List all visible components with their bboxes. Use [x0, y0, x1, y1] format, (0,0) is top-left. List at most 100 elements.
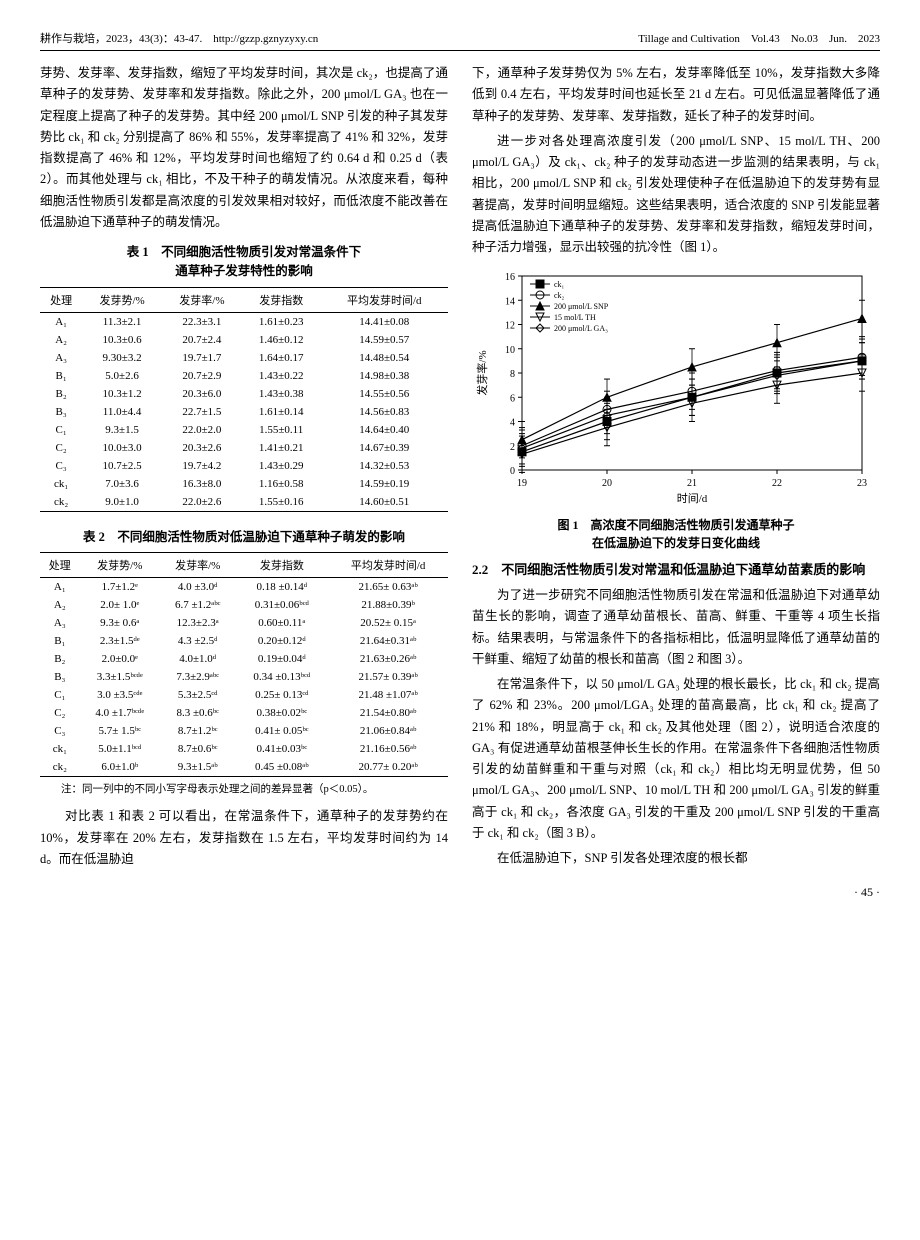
svg-text:12: 12	[505, 321, 515, 332]
table-header-cell: 处理	[40, 287, 82, 312]
table-row: C₃5.7± 1.5ᵇᶜ8.7±1.2ᵇᶜ0.41± 0.05ᵇᶜ21.06±0…	[40, 722, 448, 740]
svg-text:4: 4	[510, 418, 515, 429]
table-row: B₃3.3±1.5ᵇᶜᵈᵉ7.3±2.9ᵃᵇᶜ0.34 ±0.13ᵇᶜᵈ21.5…	[40, 668, 448, 686]
table-cell: A₂	[40, 331, 82, 349]
table-cell: 14.67±0.39	[321, 439, 448, 457]
table-cell: A₃	[40, 614, 80, 632]
table-cell: 4.0±1.0ᵈ	[160, 650, 235, 668]
table-cell: 1.61±0.23	[242, 312, 321, 331]
svg-text:ck₂: ck₂	[554, 291, 565, 300]
table-cell: B₃	[40, 403, 82, 421]
table-cell: A₁	[40, 578, 80, 597]
table-cell: 20.77± 0.20ᵃᵇ	[328, 758, 448, 777]
table-cell: 12.3±2.3ᵃ	[160, 614, 235, 632]
table-row: B₂10.3±1.220.3±6.01.43±0.3814.55±0.56	[40, 385, 448, 403]
table-cell: 20.52± 0.15ᵃ	[328, 614, 448, 632]
table-cell: 10.3±0.6	[82, 331, 162, 349]
table-cell: 21.48 ±1.07ᵃᵇ	[328, 686, 448, 704]
table-cell: 9.3± 0.6ᵃ	[80, 614, 160, 632]
table-cell: 22.7±1.5	[162, 403, 242, 421]
table-cell: 1.43±0.38	[242, 385, 321, 403]
table-header-cell: 发芽势/%	[80, 553, 160, 578]
table-cell: 14.55±0.56	[321, 385, 448, 403]
table-cell: 7.3±2.9ᵃᵇᶜ	[160, 668, 235, 686]
table-cell: C₂	[40, 439, 82, 457]
table-cell: 10.0±3.0	[82, 439, 162, 457]
right-column: 下，通草种子发芽势仅为 5% 左右，发芽率降低至 10%，发芽指数大多降低到 0…	[472, 63, 880, 900]
svg-text:时间/d: 时间/d	[677, 492, 708, 505]
table-cell: 1.55±0.16	[242, 493, 321, 512]
table-cell: 0.31±0.06ᵇᶜᵈ	[235, 596, 328, 614]
table-cell: 20.7±2.9	[162, 367, 242, 385]
table-cell: 0.38±0.02ᵇᶜ	[235, 704, 328, 722]
table-cell: 5.3±2.5ᶜᵈ	[160, 686, 235, 704]
table-cell: 8.7±1.2ᵇᶜ	[160, 722, 235, 740]
table-cell: 0.60±0.11ᵃ	[235, 614, 328, 632]
svg-text:6: 6	[510, 394, 515, 405]
table-cell: 10.3±1.2	[82, 385, 162, 403]
table-row: C₁9.3±1.522.0±2.01.55±0.1114.64±0.40	[40, 421, 448, 439]
table-row: B₁5.0±2.620.7±2.91.43±0.2214.98±0.38	[40, 367, 448, 385]
table-cell: 8.3 ±0.6ᵇᶜ	[160, 704, 235, 722]
table-cell: 4.3 ±2.5ᵈ	[160, 632, 235, 650]
table-cell: 0.45 ±0.08ᵃᵇ	[235, 758, 328, 777]
table-cell: 8.7±0.6ᵇᶜ	[160, 740, 235, 758]
table1: 处理发芽势/%发芽率/%发芽指数平均发芽时间/d A₁11.3±2.122.3±…	[40, 287, 448, 512]
table-cell: 3.3±1.5ᵇᶜᵈᵉ	[80, 668, 160, 686]
table-row: ck₁7.0±3.616.3±8.01.16±0.5814.59±0.19	[40, 475, 448, 493]
table-cell: 0.41± 0.05ᵇᶜ	[235, 722, 328, 740]
table-cell: A₁	[40, 312, 82, 331]
table-row: A₁11.3±2.122.3±3.11.61±0.2314.41±0.08	[40, 312, 448, 331]
table-cell: 0.34 ±0.13ᵇᶜᵈ	[235, 668, 328, 686]
table-row: A₂10.3±0.620.7±2.41.46±0.1214.59±0.57	[40, 331, 448, 349]
table-cell: C₁	[40, 421, 82, 439]
table-cell: 21.54±0.80ᵃᵇ	[328, 704, 448, 722]
table-cell: 14.60±0.51	[321, 493, 448, 512]
svg-text:23: 23	[857, 478, 867, 489]
table-cell: 6.7 ±1.2ᵃᵇᶜ	[160, 596, 235, 614]
table-cell: 1.43±0.22	[242, 367, 321, 385]
table-cell: 0.25± 0.13ᶜᵈ	[235, 686, 328, 704]
right-para-1: 下，通草种子发芽势仅为 5% 左右，发芽率降低至 10%，发芽指数大多降低到 0…	[472, 63, 880, 127]
left-para-1: 芽势、发芽率、发芽指数，缩短了平均发芽时间，其次是 ck₂，也提高了通草种子的发…	[40, 63, 448, 233]
two-column-layout: 芽势、发芽率、发芽指数，缩短了平均发芽时间，其次是 ck₂，也提高了通草种子的发…	[40, 63, 880, 900]
table-cell: 14.32±0.53	[321, 457, 448, 475]
table-header-cell: 发芽指数	[242, 287, 321, 312]
left-column: 芽势、发芽率、发芽指数，缩短了平均发芽时间，其次是 ck₂，也提高了通草种子的发…	[40, 63, 448, 900]
table-row: B₃11.0±4.422.7±1.51.61±0.1414.56±0.83	[40, 403, 448, 421]
svg-text:16: 16	[505, 272, 515, 283]
table-row: B₂2.0±0.0ᵉ4.0±1.0ᵈ0.19±0.04ᵈ21.63±0.26ᵃᵇ	[40, 650, 448, 668]
table-header-cell: 发芽率/%	[160, 553, 235, 578]
table-row: A₃9.30±3.219.7±1.71.64±0.1714.48±0.54	[40, 349, 448, 367]
table-cell: 21.88±0.39ᵇ	[328, 596, 448, 614]
table-cell: 0.20±0.12ᵈ	[235, 632, 328, 650]
table-cell: 1.41±0.21	[242, 439, 321, 457]
table-cell: 20.3±2.6	[162, 439, 242, 457]
figure-1-chart: 02468101214161920212223时间/d发芽率/%ck₁ck₂20…	[472, 266, 880, 510]
table-cell: 0.18 ±0.14ᵈ	[235, 578, 328, 597]
table-cell: 7.0±3.6	[82, 475, 162, 493]
table-row: B₁2.3±1.5ᵈᵉ4.3 ±2.5ᵈ0.20±0.12ᵈ21.64±0.31…	[40, 632, 448, 650]
right-para-4: 在常温条件下，以 50 μmol/L GA₃ 处理的根长最长，比 ck₁ 和 c…	[472, 674, 880, 844]
right-para-3: 为了进一步研究不同细胞活性物质引发在常温和低温胁迫下对通草幼苗生长的影响，调查了…	[472, 585, 880, 670]
table-cell: 2.0± 1.0ᵉ	[80, 596, 160, 614]
table-cell: ck₂	[40, 493, 82, 512]
table-header-cell: 发芽势/%	[82, 287, 162, 312]
table-cell: 4.0 ±3.0ᵈ	[160, 578, 235, 597]
svg-text:2: 2	[510, 442, 515, 453]
svg-text:19: 19	[517, 478, 527, 489]
figure-1-caption: 图 1 高浓度不同细胞活性物质引发通草种子在低温胁迫下的发芽日变化曲线	[472, 516, 880, 552]
table-cell: 14.59±0.19	[321, 475, 448, 493]
table-cell: 21.57± 0.39ᵃᵇ	[328, 668, 448, 686]
running-header: 耕作与栽培，2023，43(3)：43-47. http://gzzp.gzny…	[40, 30, 880, 51]
table-cell: B₂	[40, 650, 80, 668]
table-cell: ck₂	[40, 758, 80, 777]
table-cell: 9.3±1.5	[82, 421, 162, 439]
table-cell: 9.3±1.5ᵃᵇ	[160, 758, 235, 777]
table-cell: 2.3±1.5ᵈᵉ	[80, 632, 160, 650]
table-cell: B₂	[40, 385, 82, 403]
table-cell: 2.0±0.0ᵉ	[80, 650, 160, 668]
table-cell: 11.0±4.4	[82, 403, 162, 421]
table-cell: ck₁	[40, 740, 80, 758]
table-cell: 1.55±0.11	[242, 421, 321, 439]
